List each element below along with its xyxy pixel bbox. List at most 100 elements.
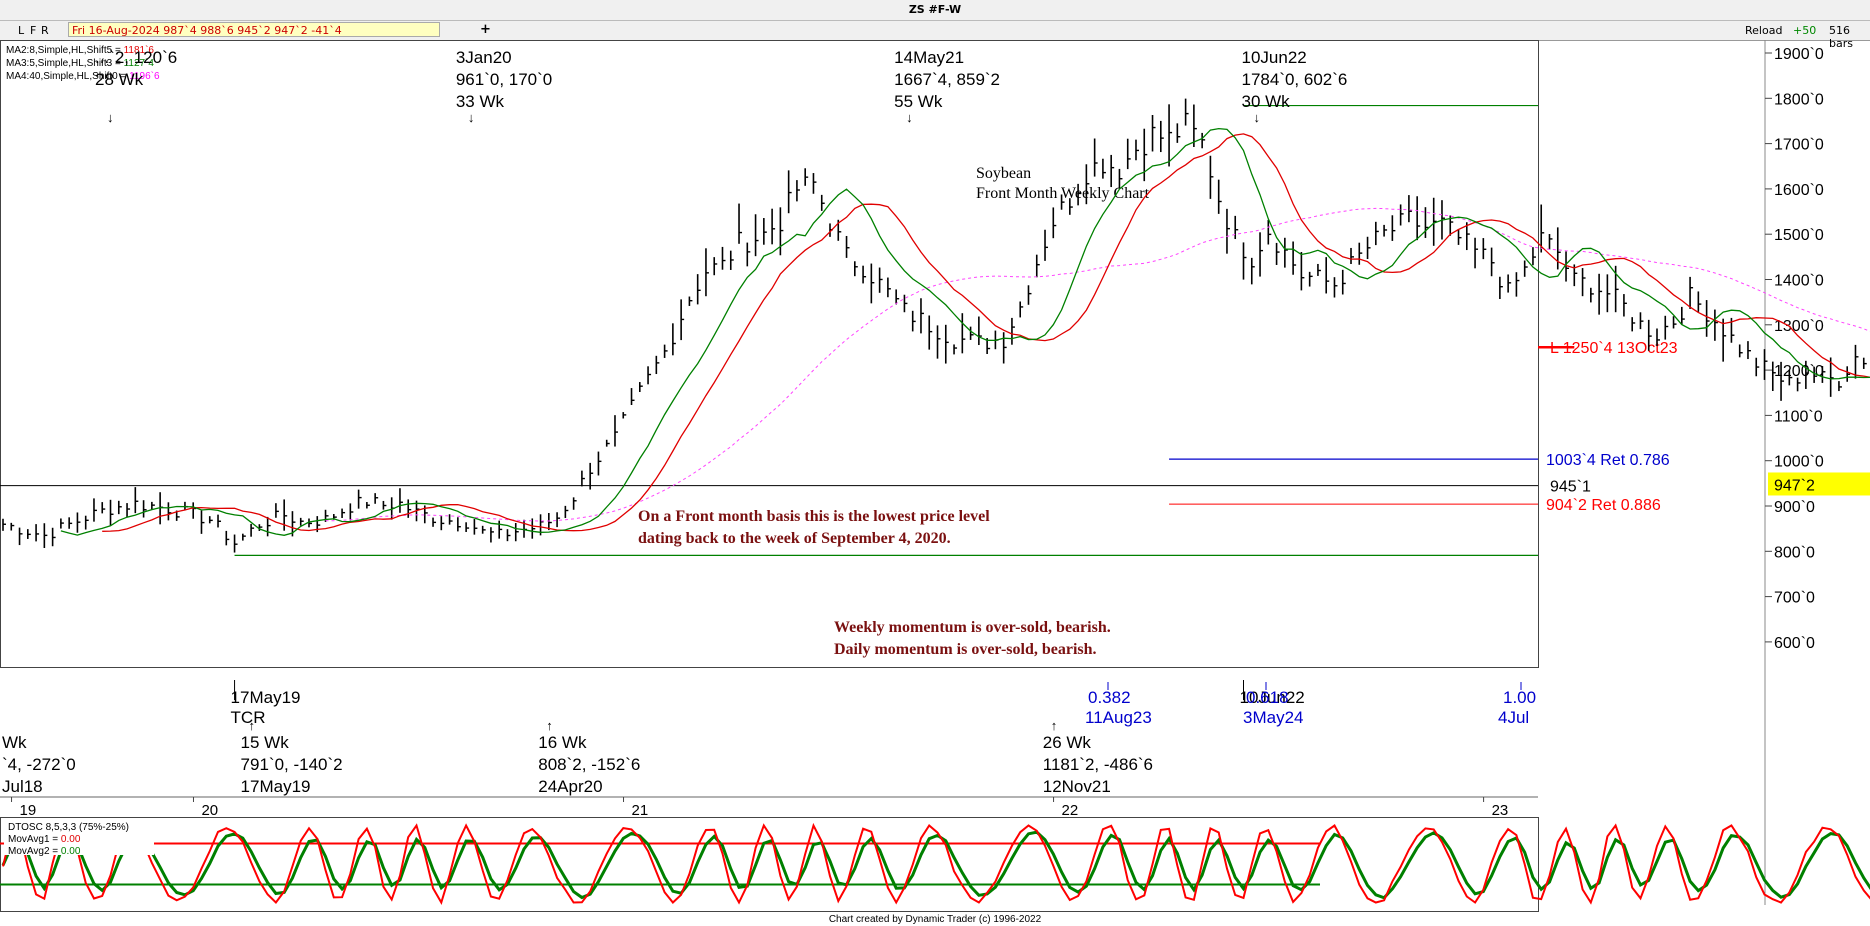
price-bar [1408, 195, 1412, 223]
fib-time-date: 3May24 [1243, 708, 1303, 727]
price-bar [1011, 317, 1015, 345]
price-bar [1085, 164, 1090, 205]
price-bar [1631, 317, 1636, 332]
price-bar [1689, 276, 1694, 309]
price-bar [1201, 132, 1206, 149]
price-bar [1540, 204, 1545, 253]
price-bar [1275, 242, 1280, 265]
top-annotation-text: ...`2, 120`6 [95, 48, 177, 67]
add-bars-button[interactable]: +50 [1793, 24, 1817, 37]
price-bar [1284, 237, 1288, 268]
price-bar [895, 289, 900, 305]
price-bar [1614, 265, 1619, 313]
price-bar [1267, 219, 1272, 245]
price-bar [1151, 115, 1156, 152]
price-bar [1234, 215, 1239, 240]
price-bar [1714, 309, 1718, 341]
price-bar [27, 529, 31, 539]
price-bar [878, 267, 883, 293]
price-bar [845, 235, 850, 258]
price-bar [1002, 332, 1007, 364]
price-bar [696, 274, 701, 305]
price-tick-label: 1400`0 [1774, 273, 1824, 290]
price-bar [1457, 229, 1462, 245]
price-bar [1035, 254, 1040, 278]
price-bar [787, 170, 792, 214]
bar-count: 516 bars [1829, 24, 1853, 50]
price-bar [299, 517, 304, 526]
reload-button[interactable]: Reload [1745, 24, 1783, 37]
price-bar [1523, 260, 1528, 277]
up-arrow-icon: ↑ [546, 718, 553, 733]
year-axis: 19202122232425 [11, 797, 1508, 819]
price-bar [713, 257, 718, 276]
price-bar [1184, 98, 1189, 126]
price-bar [208, 516, 213, 524]
toolbar-button-f[interactable]: F [30, 24, 37, 37]
price-tick-label: 1100`0 [1774, 408, 1823, 425]
top-annotation-text: 1784`0, 602`6 [1242, 70, 1348, 89]
price-bar [1424, 207, 1429, 238]
price-bar [134, 487, 139, 514]
price-bar [1391, 215, 1396, 241]
legend-value-ma4: 1196`6 [129, 70, 160, 82]
legend-label-ma2: MA2:8,Simple,HL,Shift5 = 1181`6 [6, 44, 154, 56]
price-tick-label: 700`0 [1774, 590, 1815, 607]
price-bar [738, 203, 743, 244]
price-bar [1681, 306, 1685, 325]
price-tick-label: 1600`0 [1774, 182, 1824, 199]
price-bar [200, 510, 205, 534]
price-bar [870, 263, 875, 304]
top-annotation-text: 14May21 [894, 48, 964, 67]
bottom-annotation-text: 16 Wk [538, 733, 587, 752]
price-bar [1788, 369, 1793, 386]
price-bar [1664, 315, 1669, 340]
price-bar [1027, 285, 1032, 305]
price-bar [531, 518, 536, 539]
price-bar [746, 242, 751, 267]
price-bar [903, 294, 908, 313]
time-marker-label: 10Jun22 [1240, 688, 1305, 707]
legend-value-ma3: 1127`4 [124, 57, 155, 69]
price-bar [1350, 247, 1355, 264]
note-line-3: Weekly momentum is over-sold, bearish. [834, 619, 1111, 636]
window-titlebar: ZS #F-W [0, 0, 1870, 21]
legend-label-ma3: MA3:5,Simple,HL,Shift3 = 1127`4 [6, 57, 154, 69]
price-bar [1590, 287, 1594, 303]
year-tick-label: 19 [20, 802, 37, 819]
toolbar-button-r[interactable]: R [41, 24, 49, 37]
chart-title-line-2: Front Month Weekly Chart [976, 185, 1150, 202]
price-bar [233, 534, 238, 553]
add-button[interactable]: + [480, 22, 491, 37]
price-bar [928, 315, 933, 350]
price-levels: L 1250`4 13Oct23 1003`4 Ret 0.786 945`1904… [0, 104, 1870, 556]
price-bar [1854, 344, 1859, 379]
bottom-annotation-text: 791`0, -140`2 [241, 755, 343, 774]
price-bar [142, 500, 147, 518]
toolbar-button-l[interactable]: L [18, 24, 25, 37]
price-bar [1341, 269, 1346, 295]
price-bar [862, 265, 867, 284]
price-bar [614, 415, 618, 447]
price-bar [1490, 247, 1495, 277]
price-bar [498, 520, 503, 539]
bottom-annotation-text: 17May19 [241, 777, 311, 796]
fib-time-date: 11Aug23 [1085, 708, 1152, 727]
price-bar [1499, 276, 1503, 299]
price-bar [978, 316, 982, 346]
price-bar [1672, 316, 1677, 329]
price-bar [1738, 344, 1743, 358]
level-label-786: 1003`4 Ret 0.786 [1546, 452, 1670, 469]
price-bar [51, 527, 56, 547]
down-arrow-icon: ↓ [906, 110, 913, 125]
price-bar [258, 524, 263, 531]
price-bar [1796, 377, 1801, 392]
time-marker-label: 17May19 [231, 688, 301, 707]
price-bar [109, 499, 114, 526]
price-bar [1209, 155, 1214, 199]
price-bar [1507, 274, 1512, 293]
price-bar [1300, 252, 1305, 291]
price-bar [117, 500, 122, 515]
oscillator [0, 822, 1870, 906]
